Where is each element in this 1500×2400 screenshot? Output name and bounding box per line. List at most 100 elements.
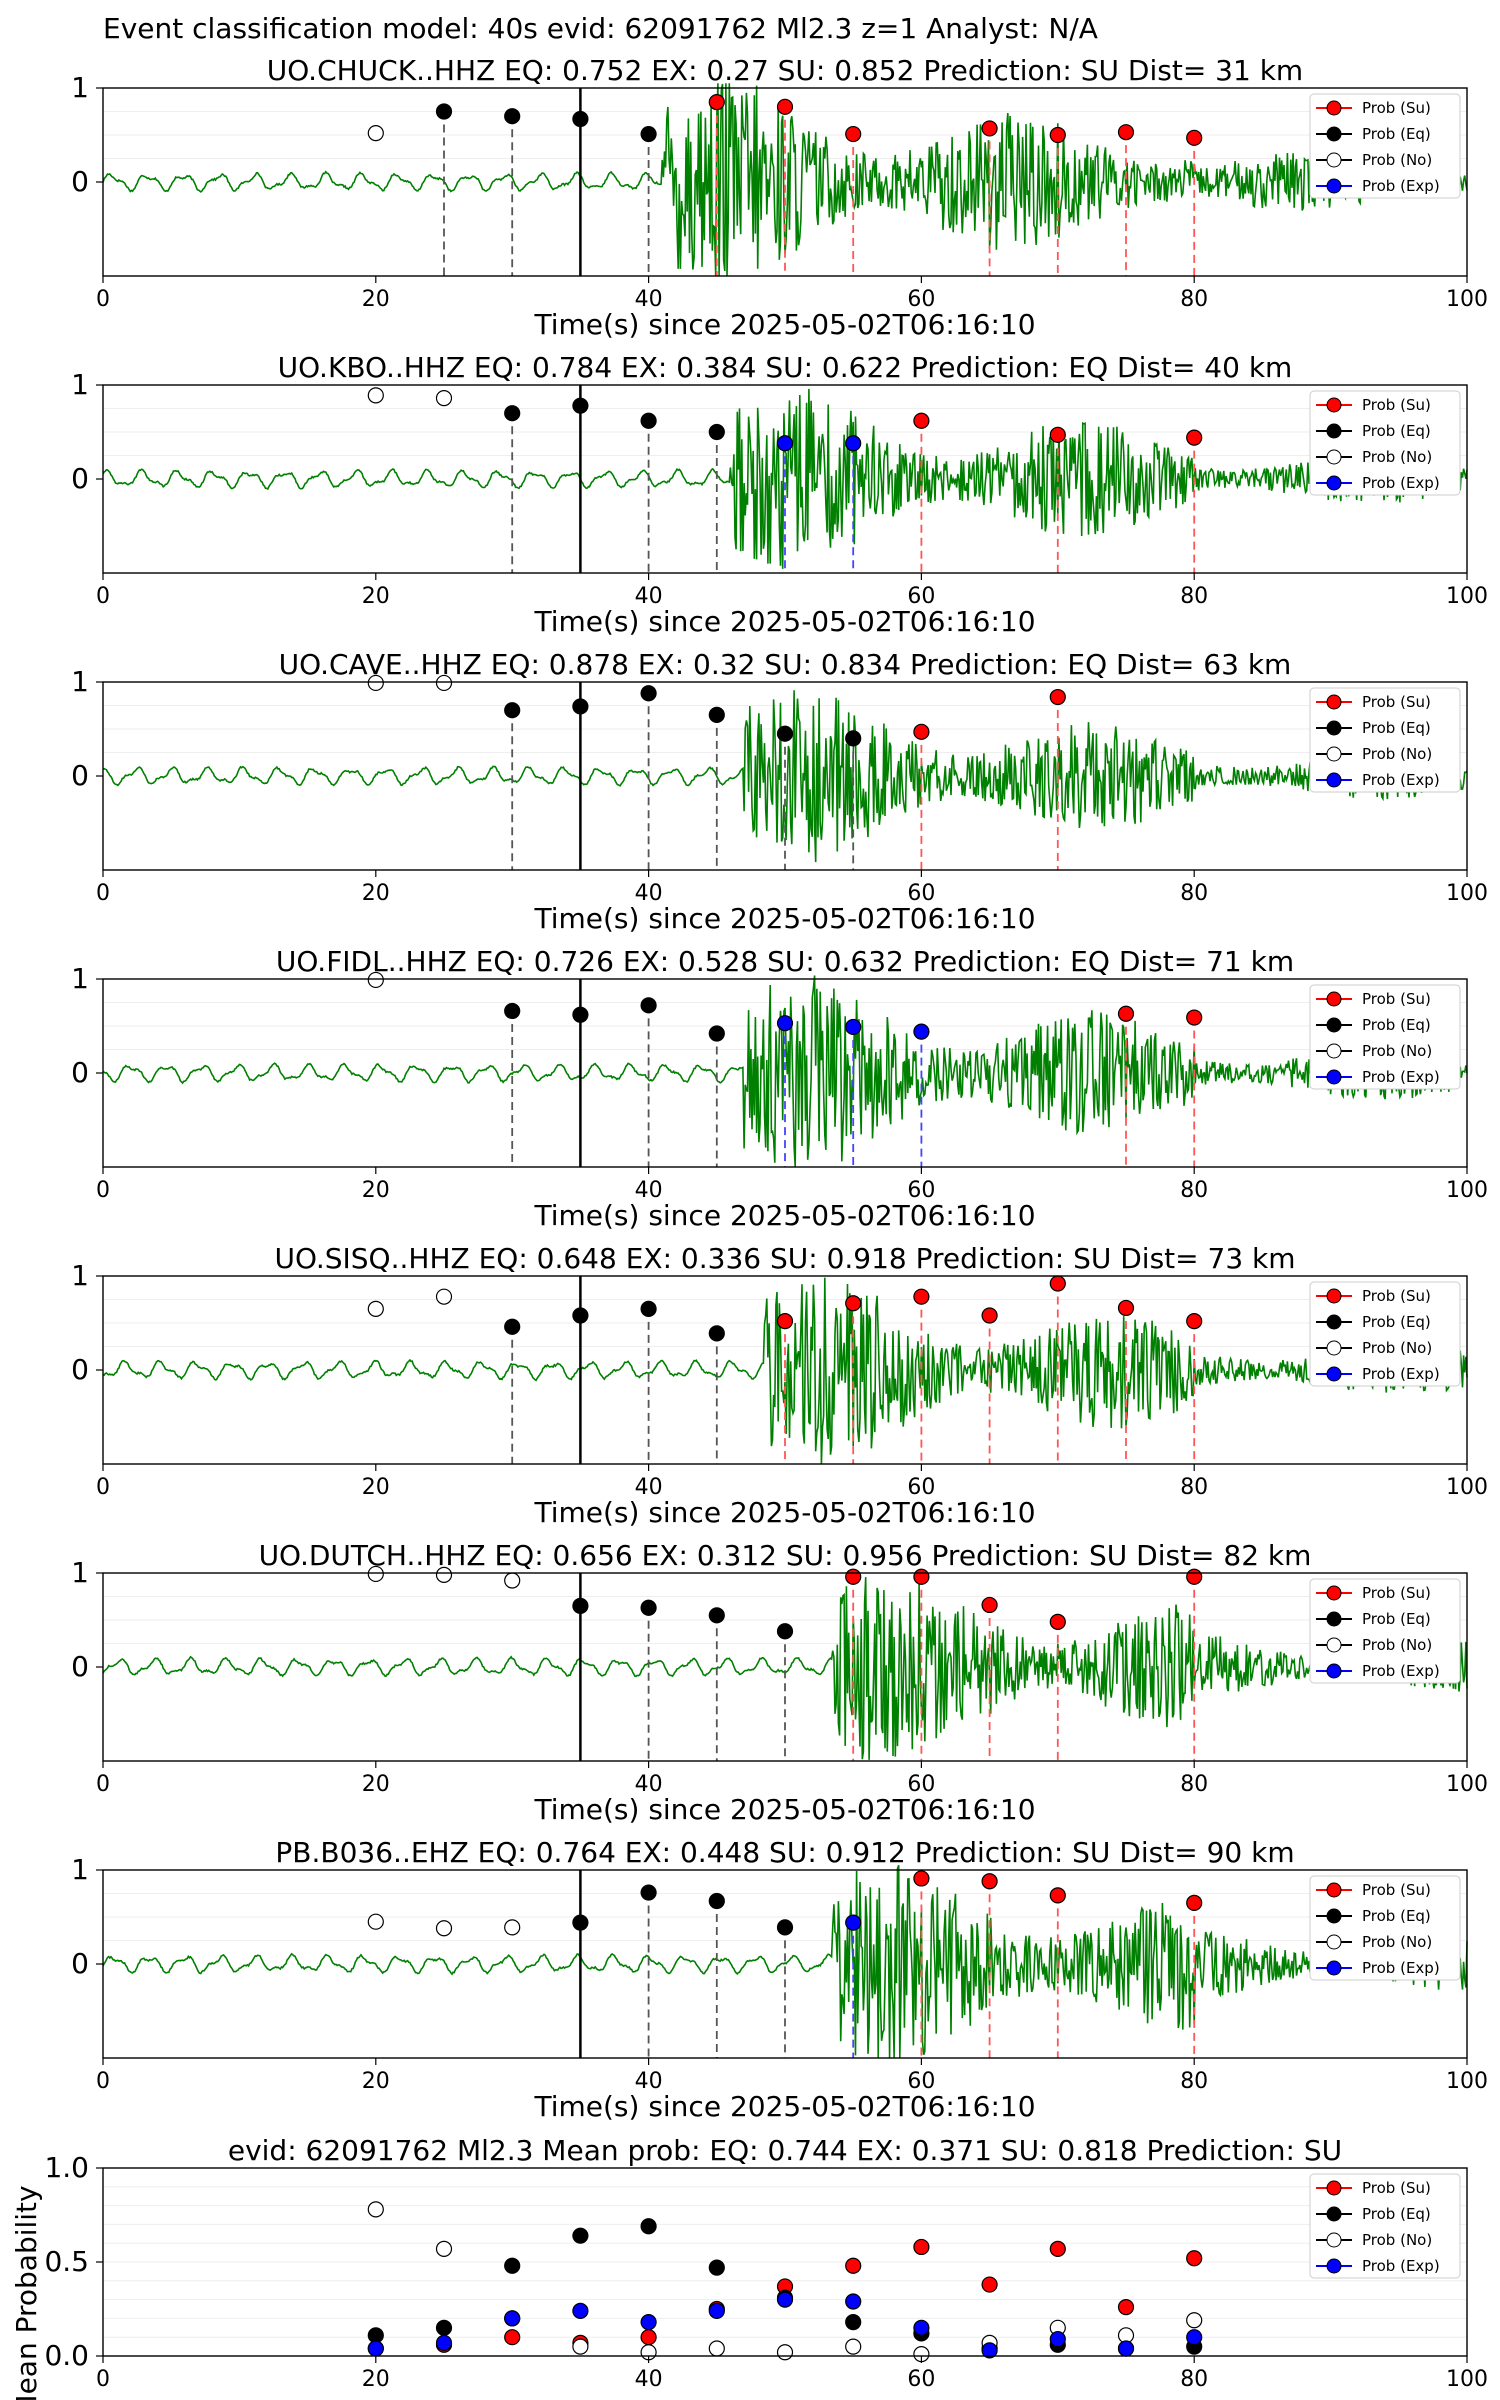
x-tick-label: 40 [635,287,663,312]
prob-marker-su [845,125,862,143]
mean-prob-marker-exp [572,2302,589,2319]
panel-5: UO.SISQ..HHZ EQ: 0.648 EX: 0.336 SU: 0.9… [71,1242,1488,1529]
legend-label-su: Prob (Su) [1362,396,1431,414]
legend-marker-su [1326,1882,1342,1898]
prob-marker-no [367,387,384,404]
legend-box [1309,984,1461,1090]
figure-suptitle: Event classification model: 40s evid: 62… [103,12,1098,45]
prob-marker-su [913,1568,930,1585]
legend-label-eq: Prob (Eq) [1362,1907,1431,1925]
legend-box [1309,2173,1461,2279]
prob-marker-no [435,390,453,407]
x-tick-label: 20 [362,584,390,609]
panel-1: UO.CHUCK..HHZ EQ: 0.752 EX: 0.27 SU: 0.8… [71,54,1488,341]
prob-marker-eq [572,1914,589,1931]
legend-marker-exp [1326,1960,1342,1976]
legend-box [1309,687,1461,793]
legend-label-eq: Prob (Eq) [1362,1313,1431,1331]
legend-marker-exp [1326,2258,1342,2274]
x-tick-label: 20 [362,2367,390,2392]
y-tick-label: 0 [71,1947,89,1980]
legend-label-eq: Prob (Eq) [1362,719,1431,737]
prob-marker-eq [504,1318,521,1335]
prob-marker-no [367,125,384,142]
legend-label-su: Prob (Su) [1362,1584,1431,1602]
prob-marker-eq [640,1884,657,1901]
legend-label-no: Prob (No) [1362,448,1432,466]
legend-label-exp: Prob (Exp) [1362,1365,1440,1383]
prob-marker-no [367,971,384,989]
mean-prob-marker-exp [504,2310,521,2327]
legend-marker-su [1326,397,1342,413]
prob-marker-su [1049,1613,1066,1630]
mean-prob-marker-no [435,2240,453,2257]
y-tick-label: 0.5 [44,2245,89,2278]
prob-marker-su [981,1596,998,1614]
prob-marker-su [981,120,998,137]
panel-title: PB.B036..EHZ EQ: 0.764 EX: 0.448 SU: 0.9… [275,1836,1294,1869]
legend-marker-eq [1326,720,1342,736]
x-tick-label: 100 [1446,2367,1488,2392]
y-tick-label: 1 [71,71,89,104]
legend-marker-eq [1326,2206,1342,2222]
y-tick-label: 1 [71,665,89,698]
prob-marker-su [1186,1568,1203,1585]
legend-box [1309,390,1461,496]
prob-marker-eq [504,405,521,422]
waveform-trace [102,690,1468,863]
mean-prob-marker-eq [845,2314,862,2331]
prob-marker-no [367,1565,384,1583]
legend-marker-su [1326,100,1342,116]
x-axis-label: Time(s) since 2025-05-02T06:16:10 [533,1199,1035,1232]
legend-label-eq: Prob (Eq) [1362,125,1431,143]
legend-marker-eq [1326,1314,1342,1330]
legend-label-no: Prob (No) [1362,151,1432,169]
legend-label-eq: Prob (Eq) [1362,422,1431,440]
x-tick-label: 80 [1180,881,1208,906]
x-tick-label: 0 [96,1475,110,1500]
legend-marker-eq [1326,1908,1342,1924]
prob-marker-su [913,1288,930,1305]
prob-marker-no [367,1913,384,1930]
x-tick-label: 60 [907,287,935,312]
prob-marker-exp [845,435,862,452]
x-tick-label: 40 [635,1475,663,1500]
mean-prob-marker-no [572,2338,589,2355]
mean-prob-marker-no [776,2344,794,2361]
waveform-trace [102,1577,1468,1760]
prob-marker-su [1117,1299,1135,1317]
x-axis-label: Time(s) since 2025-05-02T06:16:10 [533,308,1035,341]
prob-marker-su [981,1307,998,1324]
prob-marker-exp [776,1015,794,1032]
prob-marker-eq [708,706,725,724]
y-tick-label: 1 [71,1259,89,1292]
x-tick-label: 100 [1446,881,1488,906]
legend-label-exp: Prob (Exp) [1362,2257,1440,2275]
legend-marker-no [1326,1340,1342,1356]
y-tick-label: 0 [71,1650,89,1683]
legend-marker-eq [1326,1611,1342,1627]
waveform-trace [102,1277,1468,1465]
panel-7: PB.B036..EHZ EQ: 0.764 EX: 0.448 SU: 0.9… [71,1836,1488,2123]
mean-prob-marker-no [845,2338,862,2355]
prob-marker-su [913,1870,930,1887]
x-tick-label: 40 [635,2069,663,2094]
mean-prob-marker-exp [1049,2330,1066,2348]
prob-marker-su [776,98,794,115]
legend-label-no: Prob (No) [1362,2231,1432,2249]
prob-marker-no [435,674,453,692]
panel-2: UO.KBO..HHZ EQ: 0.784 EX: 0.384 SU: 0.62… [71,351,1488,638]
x-tick-label: 100 [1446,584,1488,609]
mean-prob-marker-eq [435,2319,453,2336]
legend-marker-exp [1326,178,1342,194]
y-tick-label: 0 [71,1353,89,1386]
y-tick-label: 1 [71,368,89,401]
prob-marker-su [1049,688,1066,706]
legend-label-su: Prob (Su) [1362,1881,1431,1899]
panel-title: UO.FIDL..HHZ EQ: 0.726 EX: 0.528 SU: 0.6… [276,945,1294,978]
prob-marker-su [776,1313,794,1330]
y-tick-label: 1 [71,1853,89,1886]
mean-prob-marker-exp [776,2291,794,2308]
legend-marker-su [1326,1288,1342,1304]
